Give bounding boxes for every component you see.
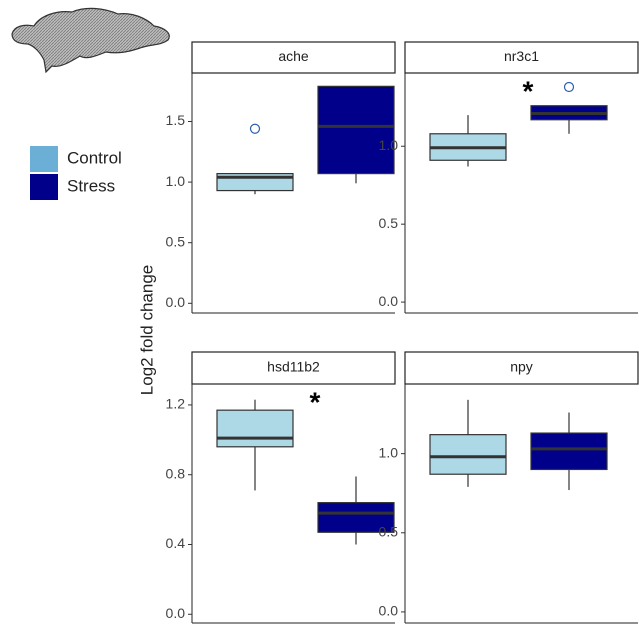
strip-background bbox=[191, 351, 396, 385]
y-tick-label: 0.5 bbox=[166, 233, 186, 249]
fish-icon bbox=[11, 7, 170, 74]
y-tick-label: 1.0 bbox=[379, 137, 399, 153]
strip-background bbox=[191, 41, 396, 74]
outlier bbox=[563, 81, 575, 93]
strip-background bbox=[404, 351, 639, 385]
strip-label: ache bbox=[278, 48, 309, 64]
y-tick-label: 0.0 bbox=[379, 603, 399, 619]
y-tick-label: 1.5 bbox=[166, 112, 186, 128]
y-tick-label: 1.0 bbox=[166, 173, 186, 189]
y-tick-label: 0.5 bbox=[379, 215, 399, 231]
y-tick-label: 1.2 bbox=[166, 396, 186, 412]
y-tick-label: 0.8 bbox=[166, 465, 186, 481]
strip-label: npy bbox=[510, 359, 533, 375]
legend-swatch bbox=[30, 146, 58, 172]
strip-background bbox=[404, 41, 639, 74]
strip-label: nr3c1 bbox=[504, 48, 539, 64]
y-axis-label: Log2 fold change bbox=[137, 265, 156, 395]
legend-swatch bbox=[30, 174, 58, 200]
y-tick-label: 0.0 bbox=[379, 293, 399, 309]
y-tick-label: 0.0 bbox=[166, 294, 186, 310]
box bbox=[317, 502, 395, 533]
box bbox=[317, 85, 395, 175]
y-tick-label: 1.0 bbox=[379, 444, 399, 460]
significance-mark: * bbox=[310, 386, 321, 417]
box bbox=[530, 432, 608, 471]
significance-mark: * bbox=[523, 75, 534, 106]
legend-label: Stress bbox=[67, 176, 115, 195]
y-tick-label: 0.4 bbox=[166, 535, 186, 551]
legend-label: Control bbox=[67, 148, 122, 167]
box bbox=[216, 409, 294, 448]
outlier bbox=[249, 123, 261, 134]
y-tick-label: 0.5 bbox=[379, 523, 399, 539]
box bbox=[429, 434, 507, 475]
y-tick-label: 0.0 bbox=[166, 605, 186, 621]
strip-label: hsd11b2 bbox=[267, 359, 320, 375]
